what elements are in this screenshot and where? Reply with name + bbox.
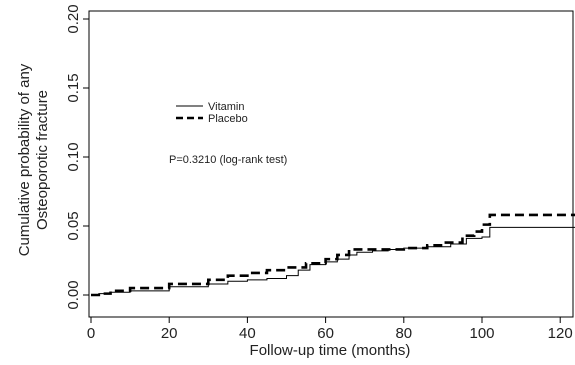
plot-frame <box>88 10 574 318</box>
y-ticks: 0.00 0.05 0.10 0.15 0.20 <box>65 4 89 310</box>
x-axis-title: Follow-up time (months) <box>250 342 411 359</box>
y-tick-label: 0.05 <box>65 211 82 240</box>
series-vitamin <box>91 226 575 296</box>
series-placebo <box>91 213 575 297</box>
x-tick-label: 40 <box>239 325 256 342</box>
y-tick-label: 0.00 <box>65 280 82 309</box>
x-tick-label: 100 <box>469 325 494 342</box>
y-tick-label: 0.20 <box>65 4 82 33</box>
y-axis-title-line-1: Cumulative probability of any <box>16 63 33 256</box>
legend-label-placebo: Placebo <box>208 113 248 125</box>
legend: Vitamin Placebo <box>176 101 248 125</box>
x-ticks: 0 20 40 60 80 100 120 <box>87 317 573 342</box>
x-tick-label: 0 <box>87 325 95 342</box>
series-layer <box>91 213 575 297</box>
p-value-annotation: P=0.3210 (log-rank test) <box>169 154 287 166</box>
x-tick-label: 80 <box>395 325 412 342</box>
x-tick-label: 20 <box>161 325 178 342</box>
x-tick-label: 120 <box>548 325 573 342</box>
y-tick-label: 0.10 <box>65 142 82 171</box>
y-axis-title-line-2: Osteoporotic fracture <box>34 90 51 230</box>
y-tick-label: 0.15 <box>65 73 82 102</box>
legend-label-vitamin: Vitamin <box>208 101 244 113</box>
x-tick-label: 60 <box>317 325 334 342</box>
